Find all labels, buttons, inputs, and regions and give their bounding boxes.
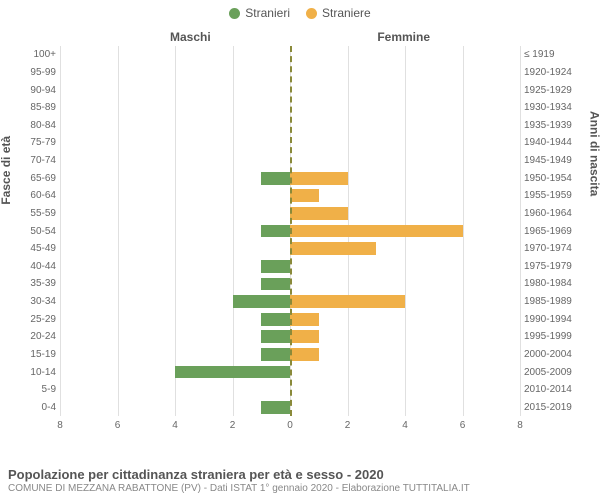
legend-male-label: Stranieri [245,6,290,20]
birth-tick: 2015-2019 [524,402,588,413]
birth-tick: 2010-2014 [524,384,588,395]
birth-tick: 1950-1954 [524,173,588,184]
female-bar [290,207,348,220]
male-bar [175,366,290,379]
age-tick: 60-64 [12,190,56,201]
female-bar [290,348,319,361]
age-tick: 75-79 [12,137,56,148]
female-bar [290,172,348,185]
legend: Stranieri Straniere [0,0,600,22]
male-bar [261,260,290,273]
male-bar [261,225,290,238]
female-bar [290,313,319,326]
birth-tick: 1940-1944 [524,137,588,148]
gridline [520,46,521,416]
male-bar [261,330,290,343]
birth-tick: 2000-2004 [524,349,588,360]
birth-tick: 1980-1984 [524,278,588,289]
x-tick: 6 [460,420,466,431]
age-tick: 10-14 [12,367,56,378]
age-tick: 15-19 [12,349,56,360]
center-divider [290,46,292,416]
birth-tick: 1955-1959 [524,190,588,201]
age-tick: 85-89 [12,102,56,113]
male-bar [261,172,290,185]
birth-tick: 1975-1979 [524,261,588,272]
male-bar [261,278,290,291]
birth-tick: 1920-1924 [524,67,588,78]
male-bar [261,401,290,414]
birth-tick: 1985-1989 [524,296,588,307]
x-axis: 8 6 4 2 0 2 4 6 8 [60,418,520,436]
age-tick: 25-29 [12,314,56,325]
y-axis-right-label: Anni di nascita [587,111,600,196]
x-tick: 8 [57,420,63,431]
x-tick: 6 [115,420,121,431]
legend-female-label: Straniere [322,6,371,20]
chart-footer: Popolazione per cittadinanza straniera p… [8,467,592,494]
x-tick: 4 [172,420,178,431]
age-tick: 35-39 [12,278,56,289]
male-bar [261,313,290,326]
female-bar [290,330,319,343]
age-tick: 90-94 [12,85,56,96]
birth-tick: 1935-1939 [524,120,588,131]
age-tick: 50-54 [12,226,56,237]
birth-tick: 1925-1929 [524,85,588,96]
birth-tick: 1965-1969 [524,226,588,237]
chart-subtitle: COMUNE DI MEZZANA RABATTONE (PV) - Dati … [8,483,592,494]
birth-tick: 1995-1999 [524,331,588,342]
age-tick: 20-24 [12,331,56,342]
birth-tick: 1990-1994 [524,314,588,325]
birth-tick: 1960-1964 [524,208,588,219]
male-bar [233,295,291,308]
age-tick: 95-99 [12,67,56,78]
chart-area: Maschi Femmine Fasce di età Anni di nasc… [0,22,600,442]
age-tick: 80-84 [12,120,56,131]
x-tick: 2 [230,420,236,431]
age-tick: 70-74 [12,155,56,166]
age-tick: 5-9 [12,384,56,395]
female-swatch [306,8,317,19]
male-swatch [229,8,240,19]
female-bar [290,225,463,238]
age-tick: 100+ [12,49,56,60]
plot: 100+≤ 191995-991920-192490-941925-192985… [60,46,520,416]
birth-tick: 1945-1949 [524,155,588,166]
chart-title: Popolazione per cittadinanza straniera p… [8,467,592,482]
female-bar [290,242,376,255]
female-bar [290,189,319,202]
age-tick: 40-44 [12,261,56,272]
age-tick: 55-59 [12,208,56,219]
x-tick: 8 [517,420,523,431]
age-tick: 30-34 [12,296,56,307]
x-tick: 0 [287,420,293,431]
age-tick: 45-49 [12,243,56,254]
male-bar [261,348,290,361]
legend-item-female: Straniere [306,6,371,20]
legend-item-male: Stranieri [229,6,290,20]
age-tick: 65-69 [12,173,56,184]
birth-tick: 1930-1934 [524,102,588,113]
male-side-title: Maschi [170,30,211,44]
birth-tick: ≤ 1919 [524,49,588,60]
age-tick: 0-4 [12,402,56,413]
x-tick: 2 [345,420,351,431]
birth-tick: 2005-2009 [524,367,588,378]
x-tick: 4 [402,420,408,431]
birth-tick: 1970-1974 [524,243,588,254]
female-bar [290,295,405,308]
female-side-title: Femmine [377,30,430,44]
